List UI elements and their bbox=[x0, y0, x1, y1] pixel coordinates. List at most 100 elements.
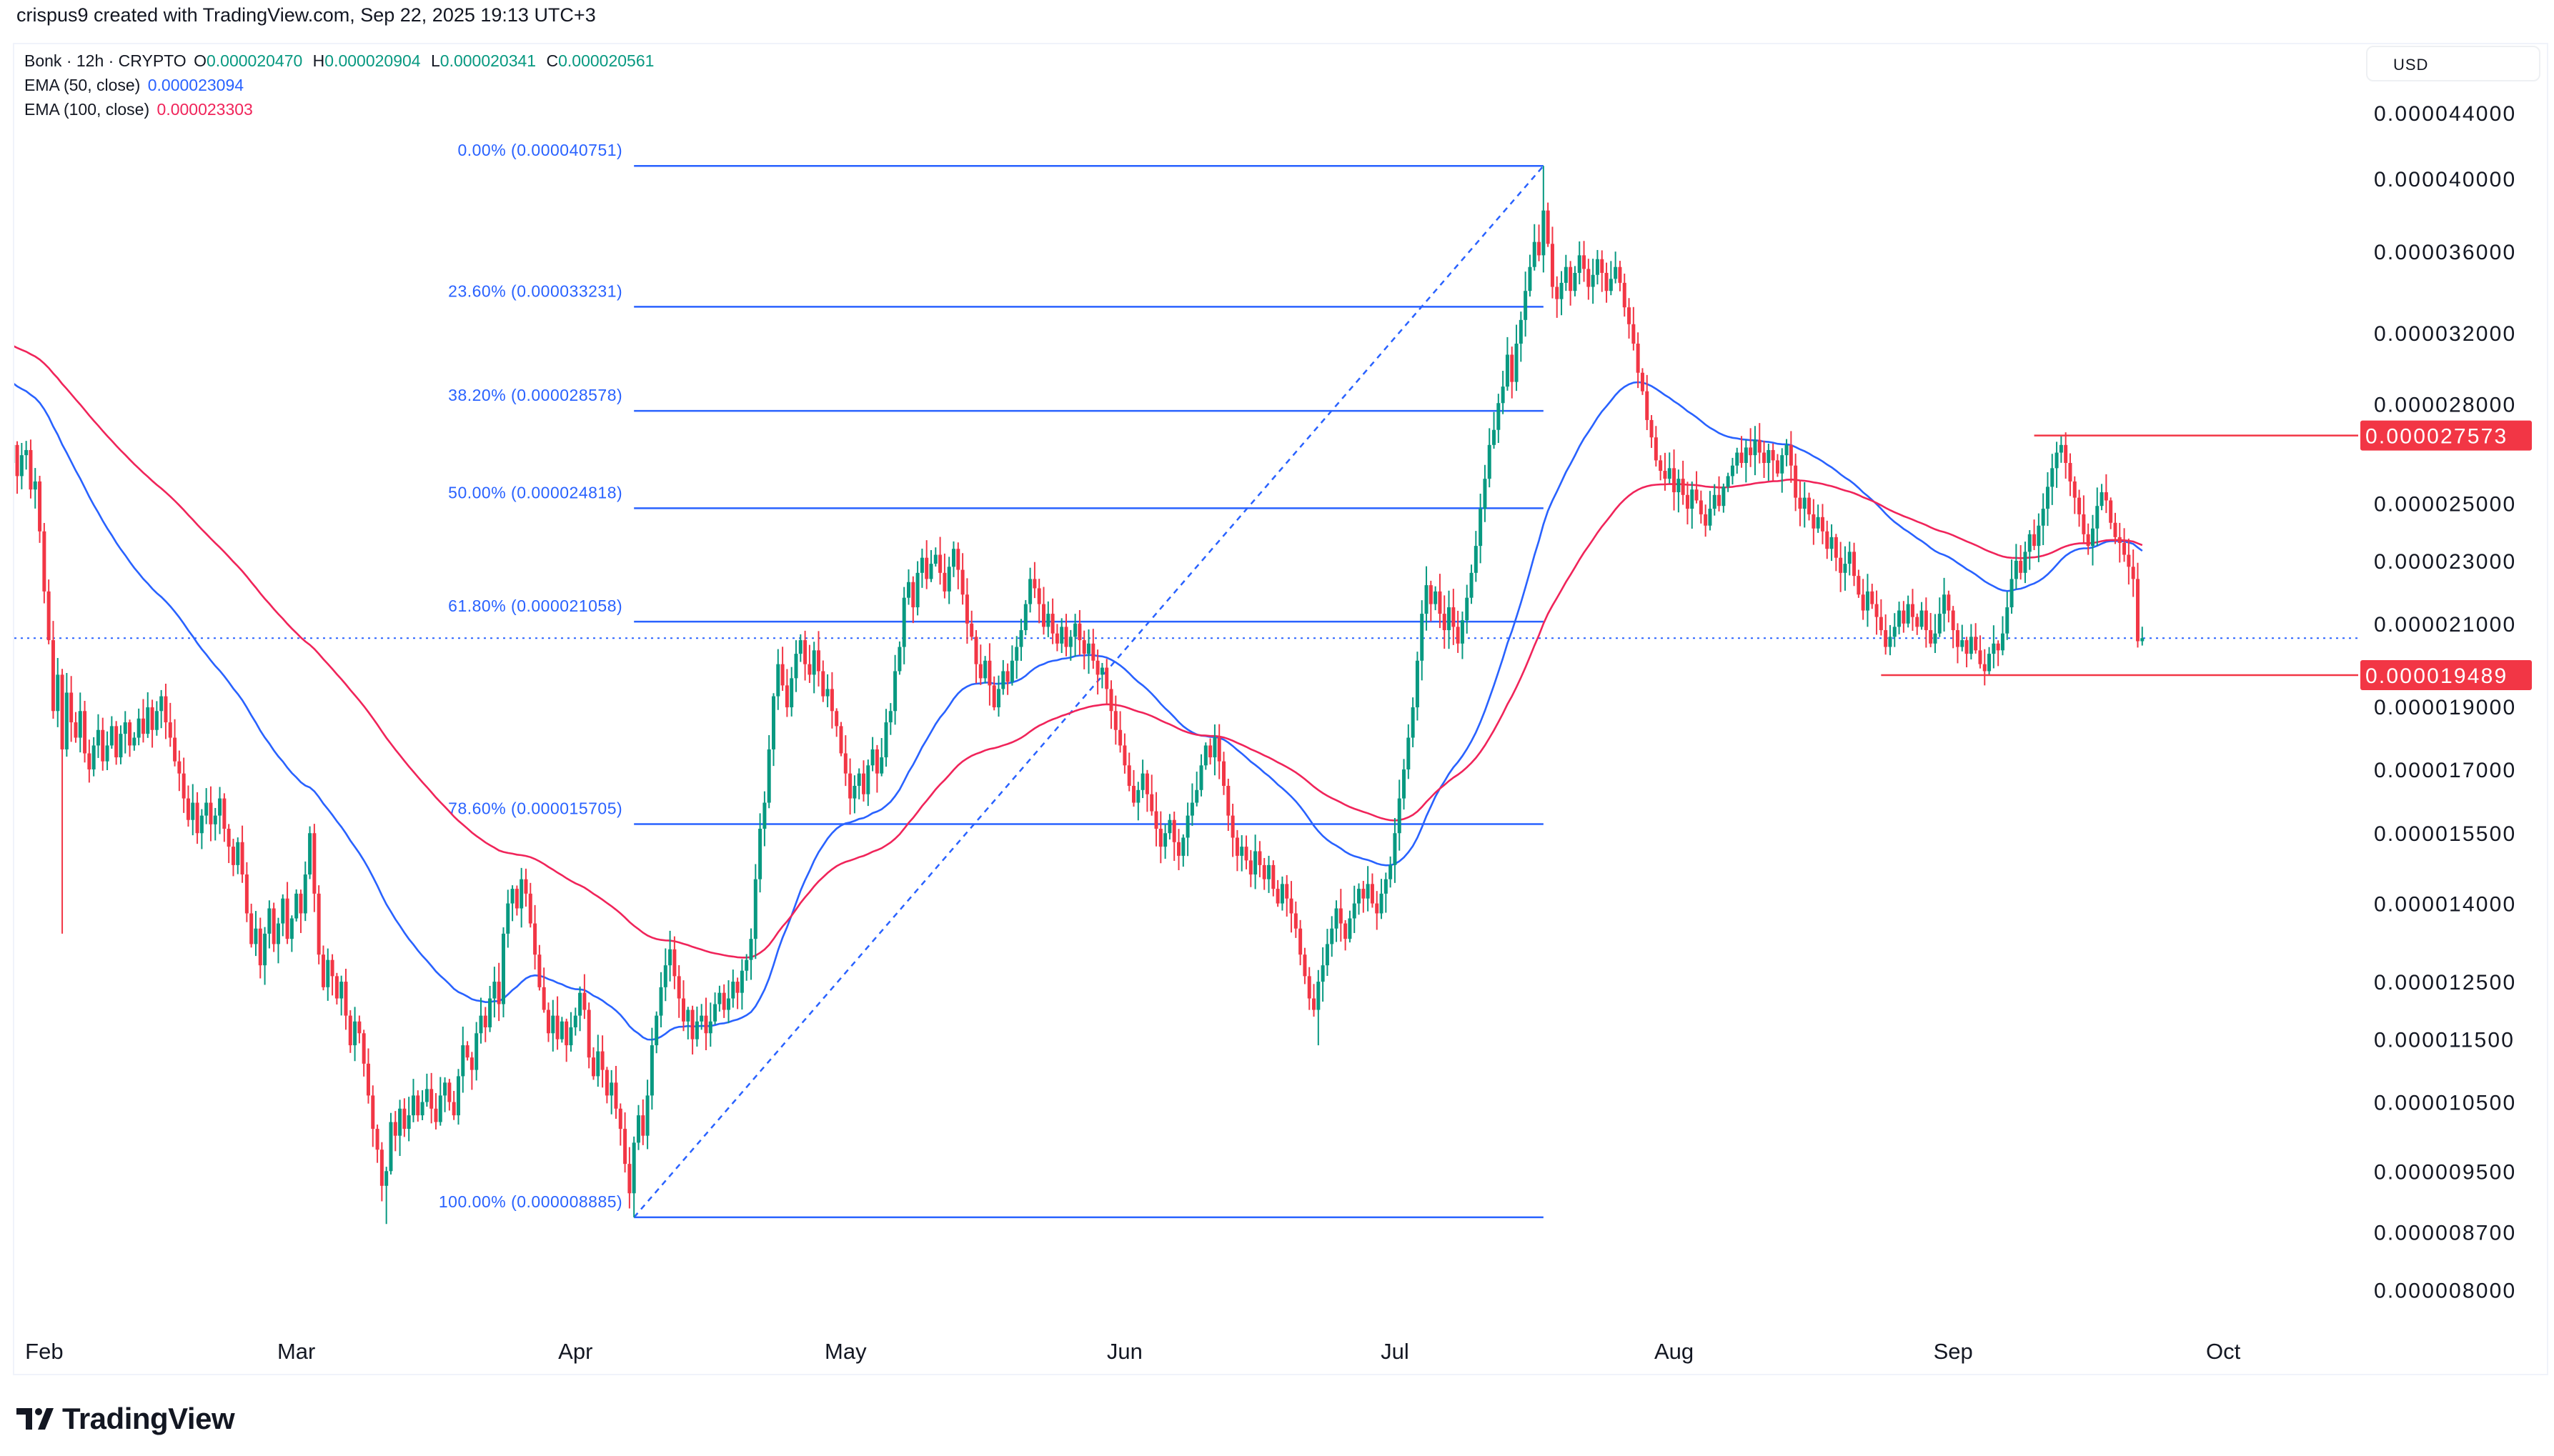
candle[interactable] bbox=[1118, 711, 1123, 753]
candle[interactable] bbox=[1293, 901, 1298, 938]
candle[interactable] bbox=[191, 784, 195, 836]
candle[interactable] bbox=[2082, 495, 2086, 543]
candle[interactable] bbox=[569, 1012, 573, 1052]
candle[interactable] bbox=[2109, 497, 2113, 529]
candle[interactable] bbox=[614, 1066, 618, 1119]
ema100-line[interactable] bbox=[9, 344, 2143, 959]
candle[interactable] bbox=[1541, 166, 1546, 273]
candle[interactable] bbox=[1708, 491, 1712, 531]
candle[interactable] bbox=[1037, 579, 1041, 624]
candle[interactable] bbox=[1767, 443, 1771, 481]
candle[interactable] bbox=[1829, 524, 1834, 562]
candle[interactable] bbox=[1312, 984, 1316, 1017]
candle[interactable] bbox=[51, 621, 55, 719]
candle[interactable] bbox=[1812, 499, 1816, 545]
candle[interactable] bbox=[1924, 597, 1928, 648]
candle[interactable] bbox=[1397, 779, 1401, 851]
candle[interactable] bbox=[168, 702, 172, 747]
candle[interactable] bbox=[812, 642, 816, 694]
candle[interactable] bbox=[1690, 482, 1694, 529]
candle[interactable] bbox=[1915, 613, 1919, 635]
candle[interactable] bbox=[1820, 504, 1824, 544]
candle[interactable] bbox=[294, 889, 299, 922]
candle[interactable] bbox=[515, 885, 519, 916]
candle[interactable] bbox=[15, 441, 19, 494]
candle[interactable] bbox=[209, 786, 213, 842]
candle[interactable] bbox=[1428, 580, 1433, 622]
candle[interactable] bbox=[114, 721, 119, 765]
candle[interactable] bbox=[334, 972, 339, 1005]
candle[interactable] bbox=[101, 717, 105, 771]
candle[interactable] bbox=[1645, 374, 1649, 430]
candle[interactable] bbox=[762, 791, 767, 847]
candle[interactable] bbox=[501, 927, 505, 1018]
candle[interactable] bbox=[695, 1006, 699, 1047]
candle[interactable] bbox=[830, 672, 834, 729]
candle[interactable] bbox=[204, 788, 209, 824]
candle[interactable] bbox=[1906, 595, 1910, 628]
candle[interactable] bbox=[884, 709, 888, 767]
candle[interactable] bbox=[366, 1048, 370, 1104]
candle[interactable] bbox=[659, 972, 663, 1027]
candle[interactable] bbox=[528, 882, 532, 928]
candle[interactable] bbox=[1884, 614, 1888, 655]
candle[interactable] bbox=[456, 1069, 460, 1125]
candle[interactable] bbox=[2072, 476, 2077, 514]
candle[interactable] bbox=[618, 1103, 622, 1146]
candle[interactable] bbox=[1955, 623, 1959, 664]
candle[interactable] bbox=[317, 885, 321, 964]
candle[interactable] bbox=[947, 557, 951, 604]
candle[interactable] bbox=[483, 1007, 487, 1042]
candle[interactable] bbox=[1240, 834, 1244, 872]
candle[interactable] bbox=[1338, 889, 1343, 942]
candle[interactable] bbox=[321, 945, 325, 991]
candle[interactable] bbox=[1654, 426, 1658, 467]
candle[interactable] bbox=[1474, 531, 1478, 582]
candle[interactable] bbox=[308, 826, 312, 879]
candle[interactable] bbox=[880, 738, 884, 777]
candle[interactable] bbox=[1244, 835, 1248, 869]
candle[interactable] bbox=[992, 676, 996, 711]
candle[interactable] bbox=[1857, 569, 1861, 598]
candle[interactable] bbox=[1195, 772, 1199, 807]
candle[interactable] bbox=[1406, 724, 1411, 779]
candle[interactable] bbox=[2095, 487, 2100, 547]
candle[interactable] bbox=[1762, 440, 1767, 479]
candle[interactable] bbox=[1217, 724, 1221, 779]
candle[interactable] bbox=[1285, 874, 1289, 917]
candle[interactable] bbox=[988, 643, 992, 706]
candle[interactable] bbox=[1226, 779, 1231, 831]
candle[interactable] bbox=[1321, 947, 1325, 1002]
candle[interactable] bbox=[866, 759, 870, 807]
candle[interactable] bbox=[303, 861, 307, 922]
candle[interactable] bbox=[424, 1073, 429, 1107]
candle[interactable] bbox=[379, 1142, 384, 1202]
candle[interactable] bbox=[857, 768, 861, 799]
candle[interactable] bbox=[1784, 439, 1789, 467]
candle[interactable] bbox=[978, 644, 983, 685]
candle[interactable] bbox=[434, 1093, 438, 1130]
candle[interactable] bbox=[965, 578, 969, 644]
candle[interactable] bbox=[2064, 432, 2068, 479]
candle[interactable] bbox=[1451, 589, 1456, 645]
candle[interactable] bbox=[1055, 624, 1059, 652]
candle[interactable] bbox=[1366, 866, 1370, 912]
candle[interactable] bbox=[240, 825, 244, 883]
candle[interactable] bbox=[1982, 649, 1987, 686]
candle[interactable] bbox=[970, 610, 974, 641]
candle[interactable] bbox=[1505, 336, 1509, 391]
candle[interactable] bbox=[1609, 261, 1613, 296]
candle[interactable] bbox=[533, 904, 537, 970]
candle[interactable] bbox=[610, 1069, 614, 1115]
candle[interactable] bbox=[835, 708, 839, 737]
candle[interactable] bbox=[1298, 919, 1303, 966]
candle[interactable] bbox=[1865, 574, 1869, 627]
candle[interactable] bbox=[1717, 476, 1721, 512]
candle[interactable] bbox=[56, 657, 60, 727]
candle[interactable] bbox=[2059, 435, 2063, 463]
candle[interactable] bbox=[2068, 453, 2072, 497]
candle[interactable] bbox=[272, 902, 276, 952]
candle[interactable] bbox=[1402, 759, 1406, 810]
candle[interactable] bbox=[1100, 662, 1104, 689]
